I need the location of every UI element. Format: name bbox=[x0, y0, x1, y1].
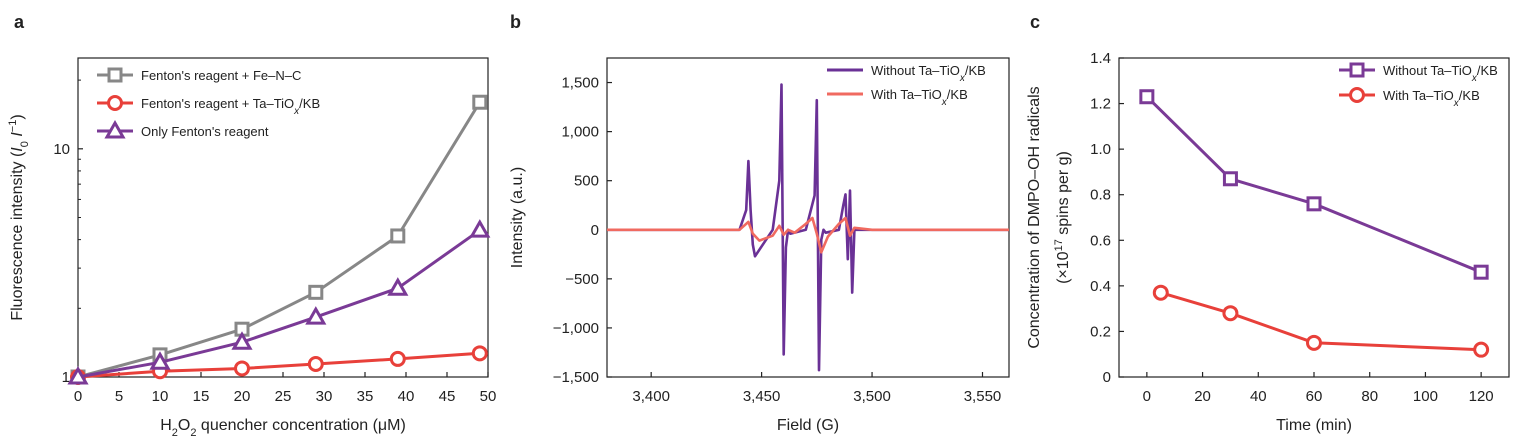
x-tick-label: 3,500 bbox=[853, 388, 891, 405]
legend-label-b-1: With Ta–TiOx/KB bbox=[871, 87, 968, 108]
series-line-c-1 bbox=[1160, 291, 1482, 352]
x-tick-label: 3,400 bbox=[632, 388, 670, 405]
x-tick-label: 5 bbox=[115, 388, 123, 405]
y-tick-label: 10 bbox=[53, 141, 70, 158]
series-line-a-1 bbox=[77, 351, 480, 379]
data-point-a-1 bbox=[389, 350, 406, 367]
x-tick-label: 40 bbox=[1250, 388, 1267, 405]
panel-label-b: b bbox=[510, 12, 521, 32]
y-tick-label: 0 bbox=[591, 222, 599, 239]
y-tick-label: 1,500 bbox=[561, 75, 599, 92]
x-tick-label: 20 bbox=[1194, 388, 1211, 405]
x-tick-label: 25 bbox=[275, 388, 292, 405]
y-tick-label: 0.8 bbox=[1090, 187, 1111, 204]
data-point-c-1 bbox=[1152, 284, 1169, 301]
y-tick-label: 1 bbox=[62, 369, 70, 386]
data-point-c-0 bbox=[1139, 89, 1155, 105]
plot-frame-c bbox=[1118, 57, 1510, 378]
data-point-a-0 bbox=[472, 94, 488, 110]
data-point-c-0 bbox=[1473, 264, 1489, 280]
y-axis-label: Fluorescence intensity (I0 I−1) bbox=[7, 114, 31, 320]
legend-swatch-a-1-marker bbox=[107, 95, 123, 111]
legend-label-a-2: Only Fenton's reagent bbox=[141, 124, 269, 139]
y-axis-label-line2: (×1017 spins per g) bbox=[1053, 151, 1072, 284]
data-point-c-0 bbox=[1306, 196, 1322, 212]
data-point-a-2 bbox=[67, 365, 89, 385]
y-tick-label: 0 bbox=[1103, 369, 1111, 386]
legend-label-c-0: Without Ta–TiOx/KB bbox=[1383, 63, 1498, 84]
y-tick-label: 1,000 bbox=[561, 124, 599, 141]
y-tick-label: 0.2 bbox=[1090, 323, 1111, 340]
x-tick-label: 0 bbox=[1143, 388, 1151, 405]
y-tick-label: 1.0 bbox=[1090, 141, 1111, 158]
x-tick-label: 15 bbox=[193, 388, 210, 405]
series-line-a-0 bbox=[77, 101, 482, 379]
x-tick-label: 3,550 bbox=[964, 388, 1002, 405]
legend-swatch-a-0-marker bbox=[107, 67, 123, 83]
series-line-b-0 bbox=[607, 83, 1009, 372]
series-line-a-2 bbox=[77, 228, 481, 379]
y-tick-label: 500 bbox=[574, 173, 599, 190]
x-tick-label: 40 bbox=[398, 388, 415, 405]
data-point-a-2 bbox=[149, 351, 171, 370]
data-point-a-1 bbox=[234, 360, 250, 377]
data-point-c-1 bbox=[1306, 334, 1322, 351]
x-axis-label: Field (G) bbox=[777, 417, 839, 434]
legend-label-a-1: Fenton's reagent + Ta–TiOx/KB bbox=[141, 96, 320, 117]
data-point-c-1 bbox=[1222, 305, 1239, 322]
panel-label-c: c bbox=[1030, 12, 1040, 32]
panel-label-a: a bbox=[14, 12, 25, 32]
x-tick-label: 45 bbox=[439, 388, 456, 405]
x-tick-label: 50 bbox=[480, 388, 497, 405]
legend-swatch-a-2-marker bbox=[104, 119, 126, 139]
data-point-a-0 bbox=[390, 228, 406, 244]
y-axis-label: Concentration of DMPO–OH radicals bbox=[1026, 86, 1043, 348]
y-tick-label: 1.4 bbox=[1090, 50, 1111, 67]
series-line-b-1 bbox=[607, 216, 1009, 254]
data-point-c-0 bbox=[1222, 171, 1238, 187]
legend-label-a-0: Fenton's reagent + Fe–N–C bbox=[141, 68, 301, 83]
legend-label-b-0: Without Ta–TiOx/KB bbox=[871, 63, 986, 84]
data-point-a-2 bbox=[231, 331, 253, 350]
y-tick-label: −1,500 bbox=[553, 369, 599, 386]
data-point-a-0 bbox=[308, 284, 324, 300]
data-point-a-2 bbox=[469, 219, 491, 238]
x-tick-label: 20 bbox=[234, 388, 251, 405]
x-tick-label: 3,450 bbox=[743, 388, 781, 405]
x-tick-label: 120 bbox=[1469, 388, 1494, 405]
data-point-a-1 bbox=[471, 345, 488, 362]
x-tick-label: 0 bbox=[74, 388, 82, 405]
series-line-c-0 bbox=[1145, 95, 1482, 274]
y-tick-label: 1.2 bbox=[1090, 96, 1111, 113]
y-tick-label: −1,000 bbox=[553, 320, 599, 337]
x-tick-label: 80 bbox=[1361, 388, 1378, 405]
x-tick-label: 35 bbox=[357, 388, 374, 405]
data-point-a-2 bbox=[387, 277, 409, 296]
data-point-a-2 bbox=[305, 306, 327, 325]
legend-swatch-c-0-marker bbox=[1349, 62, 1365, 78]
y-tick-label: 0.6 bbox=[1090, 232, 1111, 249]
x-tick-label: 10 bbox=[152, 388, 169, 405]
legend-label-c-1: With Ta–TiOx/KB bbox=[1383, 88, 1480, 109]
y-axis-label: Intensity (a.u.) bbox=[509, 167, 526, 268]
data-point-a-1 bbox=[307, 356, 324, 373]
y-tick-label: −500 bbox=[565, 271, 599, 288]
data-point-c-1 bbox=[1473, 341, 1490, 358]
y-tick-label: 0.4 bbox=[1090, 278, 1111, 295]
x-tick-label: 30 bbox=[316, 388, 333, 405]
x-axis-label: Time (min) bbox=[1276, 417, 1352, 434]
x-tick-label: 100 bbox=[1413, 388, 1438, 405]
x-tick-label: 60 bbox=[1306, 388, 1323, 405]
plot-frame-b bbox=[606, 57, 1010, 378]
legend-swatch-c-1-marker bbox=[1349, 87, 1365, 103]
x-axis-label: H2O2 quencher concentration (μM) bbox=[160, 417, 406, 439]
